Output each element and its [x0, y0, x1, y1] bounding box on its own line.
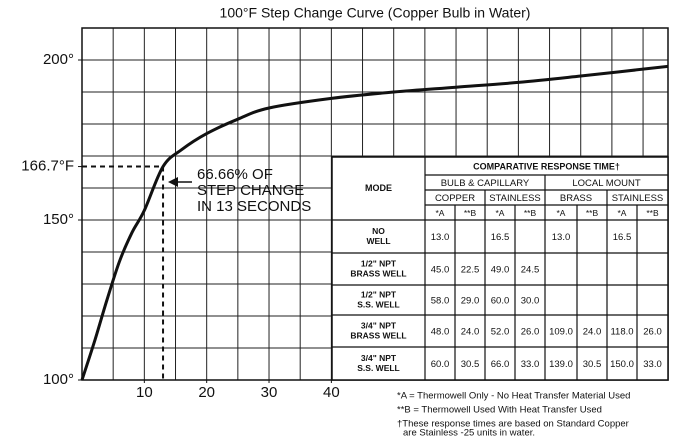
mode-label: 1/2" NPT: [361, 258, 397, 268]
table-cell: 30.5: [583, 359, 602, 370]
annotation: STEP CHANGE: [197, 182, 304, 199]
y-tick-label: 150°: [43, 211, 74, 228]
x-tick-label: 10: [136, 384, 153, 401]
footnote: are Stainless -25 units in water.: [403, 428, 535, 439]
table-cell: 30.5: [461, 359, 480, 370]
footnote: *A = Thermowell Only - No Heat Transfer …: [397, 391, 630, 402]
table-cell: 26.0: [643, 327, 662, 338]
mode-label: NO: [372, 226, 385, 236]
subcol-header: **B: [524, 208, 537, 218]
footnote: †These response times are based on Stand…: [397, 419, 629, 430]
table-cell: 13.0: [552, 232, 571, 243]
mode-label: 1/2" NPT: [361, 289, 397, 299]
subcol-header: **B: [646, 208, 659, 218]
table-cell: 66.0: [491, 359, 510, 370]
mode-header: MODE: [365, 183, 392, 193]
table-cell: 24.0: [583, 327, 602, 338]
table-cell: 30.0: [521, 296, 540, 307]
mode-label: S.S. WELL: [357, 363, 400, 373]
x-tick-label: 20: [198, 384, 215, 401]
table-cell: 60.0: [491, 296, 510, 307]
group-header: LOCAL MOUNT: [572, 178, 640, 189]
table-cell: 139.0: [549, 359, 573, 370]
x-tick-label: 40: [323, 384, 340, 401]
arrow-head: [168, 177, 178, 187]
group-header: BULB & CAPILLARY: [441, 178, 530, 189]
curve: [80, 64, 669, 381]
table-cell: 58.0: [431, 296, 450, 307]
table-cell: 49.0: [491, 265, 510, 276]
table-cell: 22.5: [461, 265, 480, 276]
footnote: **B = Thermowell Used With Heat Transfer…: [397, 405, 602, 416]
y-tick-label: 166.7°F: [21, 158, 74, 175]
x-tick-label: 30: [261, 384, 278, 401]
table-cell: 26.0: [521, 327, 540, 338]
table-cell: 24.0: [461, 327, 480, 338]
material-header: STAINLESS: [612, 193, 664, 204]
table-cell: 45.0: [431, 265, 450, 276]
material-header: STAINLESS: [489, 193, 541, 204]
annotation: 66.66% OF: [197, 166, 273, 183]
mode-label: WELL: [366, 236, 390, 246]
table-cell: 109.0: [549, 327, 573, 338]
subcol-header: *A: [496, 208, 505, 218]
material-header: BRASS: [560, 193, 592, 204]
table-bg: [331, 156, 669, 381]
table-title: COMPARATIVE RESPONSE TIME†: [473, 161, 620, 171]
table-cell: 16.5: [491, 232, 510, 243]
subcol-header: *A: [618, 208, 627, 218]
subcol-header: **B: [586, 208, 599, 218]
mode-label: 3/4" NPT: [361, 320, 397, 330]
table-cell: 33.0: [521, 359, 540, 370]
mode-label: S.S. WELL: [357, 299, 400, 309]
y-tick-label: 100°: [43, 371, 74, 388]
subcol-header: **B: [464, 208, 477, 218]
table-cell: 52.0: [491, 327, 510, 338]
material-header: COPPER: [435, 193, 475, 204]
table-cell: 29.0: [461, 296, 480, 307]
chart-title: 100°F Step Change Curve (Copper Bulb in …: [220, 5, 531, 21]
table-cell: 118.0: [610, 327, 633, 338]
table-cell: 150.0: [610, 359, 634, 370]
annotation: IN 13 SECONDS: [197, 198, 311, 215]
y-tick-label: 200°: [43, 51, 74, 68]
table-cell: 48.0: [431, 327, 450, 338]
table-cell: 33.0: [643, 359, 662, 370]
subcol-header: *A: [436, 208, 445, 218]
mode-label: 3/4" NPT: [361, 353, 397, 363]
table-cell: 16.5: [613, 232, 632, 243]
table-cell: 60.0: [431, 359, 450, 370]
table-cell: 24.5: [521, 265, 540, 276]
mode-label: BRASS WELL: [350, 330, 406, 340]
mode-label: BRASS WELL: [350, 268, 406, 278]
table-cell: 13.0: [431, 232, 450, 243]
subcol-header: *A: [557, 208, 566, 218]
